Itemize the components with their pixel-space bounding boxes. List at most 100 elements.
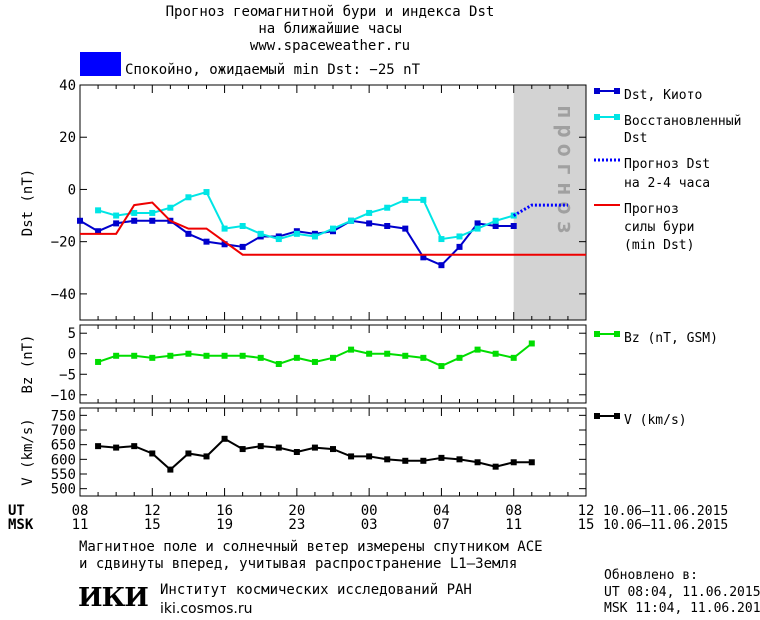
data-point [474,459,481,466]
legend-label: Dst [624,131,647,146]
series-line [512,203,568,217]
msk-tick-label: 19 [216,517,233,533]
y-tick-label: 650 [51,438,76,454]
data-point [221,241,228,248]
status-text: Спокойно, ожидаемый min Dst: −25 nT [125,62,421,78]
y-tick-label: 40 [59,78,76,94]
data-point [474,220,481,227]
data-point [510,459,517,466]
data-point [167,204,174,211]
data-point [149,217,156,224]
data-point [456,354,463,361]
updated-ut: UT 08:04, 11.06.2015 [604,585,760,600]
y-tick-label: 0 [68,347,76,363]
data-point [77,217,83,224]
data-point [239,243,246,250]
data-point [113,212,120,219]
msk-tick-label: 11 [505,517,522,533]
data-point [510,354,517,361]
legend-label: Dst, Киото [624,88,702,103]
data-point [456,456,463,463]
y-axis-label: V (km/s) [20,418,36,485]
legend-marker [614,88,620,94]
data-point [95,358,102,365]
data-point [239,446,246,453]
legend-label: Bz (nT, GSM) [624,331,718,346]
legend-marker [594,88,600,94]
chart-title-line2: на ближайшие часы [258,21,402,37]
legend-marker [614,413,620,419]
data-point [528,340,535,347]
institute-name: Институт космических исследований РАН [160,582,472,598]
data-point [221,435,228,442]
y-tick-label: 5 [68,326,76,342]
ut-tick-label: 20 [288,503,305,519]
data-point [438,454,445,461]
data-point [366,453,373,460]
data-point [402,225,409,232]
data-point [239,223,246,229]
data-point [149,354,156,361]
data-point [528,459,535,466]
y-tick-label: −10 [51,388,76,404]
data-point [420,457,427,464]
data-point [438,236,445,243]
data-point [492,217,499,224]
data-point [203,238,210,245]
legend-label: V (km/s) [624,413,687,428]
msk-tick-label: 03 [361,517,378,533]
y-tick-label: −20 [51,235,76,251]
data-point [438,363,445,370]
y-tick-label: 600 [51,452,76,468]
legend-marker [614,114,620,120]
data-point [185,350,192,357]
msk-axis-label: MSK [8,517,34,533]
data-point [402,457,409,464]
data-point [311,444,318,451]
panel-frame [79,324,587,404]
y-tick-label: 550 [51,467,76,483]
series-line [79,219,514,267]
data-point [203,453,210,460]
data-point [384,456,391,463]
data-point [257,230,264,237]
data-point [203,352,210,359]
forecast-region [513,85,586,320]
data-point [366,350,373,357]
legend-label: силы бури [624,220,694,235]
series-line [97,190,514,241]
data-point [402,196,409,203]
y-tick-label: 750 [51,408,76,424]
data-point [474,346,481,353]
data-point [95,228,102,235]
data-point [420,254,427,261]
data-point [348,453,355,460]
legend-label: Прогноз [624,202,679,217]
data-point [95,207,102,214]
data-point [131,352,138,359]
y-tick-label: 500 [51,482,76,498]
data-point [185,230,192,237]
msk-tick-label: 07 [433,517,450,533]
ut-axis-label: UT [8,503,25,519]
y-tick-label: 700 [51,423,76,439]
legend-marker [594,331,600,337]
data-point [348,217,355,224]
panel-frame [79,84,587,321]
data-point [348,346,355,353]
forecast-region-label: прогноз [552,105,577,240]
data-point [113,220,120,227]
ut-tick-label: 04 [433,503,450,519]
ut-tick-label: 12 [144,503,161,519]
data-point [113,352,120,359]
data-point [384,204,391,211]
data-point [474,225,481,232]
series-line [80,201,586,256]
data-point [384,223,391,229]
updated-label: Обновлено в: [604,568,698,583]
msk-tick-label: 23 [288,517,305,533]
data-point [149,209,156,216]
ut-tick-label: 00 [361,503,378,519]
data-point [149,450,156,457]
data-point [330,354,336,361]
